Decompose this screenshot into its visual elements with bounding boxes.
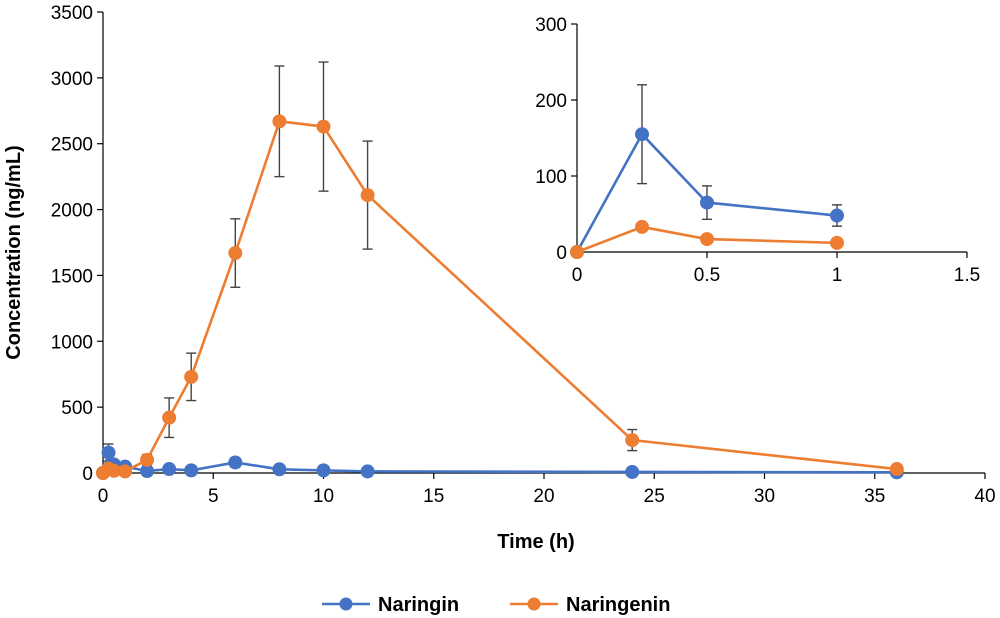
legend-marker-naringenin: [527, 597, 541, 611]
main-x-tick-label: 25: [644, 486, 665, 507]
main-x-tick-label: 30: [754, 486, 775, 507]
main-y-tick-label: 3000: [51, 69, 93, 90]
main-point-naringenin: [625, 433, 640, 448]
main-point-naringenin: [140, 452, 155, 467]
inset-x-tick-label: 0.5: [694, 265, 720, 286]
inset-point-naringin: [700, 195, 714, 210]
main-x-tick-label: 35: [864, 486, 885, 507]
main-series-line-naringenin: [102, 120, 897, 475]
main-y-tick-label: 2500: [51, 135, 93, 156]
main-x-tick-label: 15: [423, 486, 444, 507]
legend-label-naringenin: Naringenin: [566, 594, 670, 616]
main-point-naringin: [228, 455, 243, 470]
main-y-tick-label: 3500: [51, 3, 93, 24]
main-point-naringin: [625, 464, 640, 479]
main-y-tick-label: 2000: [51, 201, 93, 222]
main-point-naringenin: [889, 462, 904, 477]
legend-marker-naringin: [339, 597, 353, 611]
inset-series-line-naringin: [575, 132, 838, 253]
main-y-tick-label: 1500: [51, 266, 93, 287]
main-point-naringin: [272, 462, 287, 477]
main-x-tick-label: 10: [313, 486, 334, 507]
inset-plot: 0 0.5 1 1.5 0 100 200 300: [535, 15, 980, 286]
main-point-naringenin: [316, 119, 331, 134]
inset-y-tick-label: 200: [535, 91, 567, 112]
main-point-naringenin: [272, 114, 287, 129]
main-point-naringin: [101, 445, 116, 460]
x-axis-title: Time (h): [497, 531, 574, 553]
inset-x-tick-label: 1.5: [954, 265, 980, 286]
inset-y-tick-label: 300: [535, 15, 567, 36]
main-point-naringenin: [162, 410, 177, 425]
inset-point-naringenin: [700, 232, 714, 247]
main-point-naringenin: [184, 369, 199, 384]
legend: Naringin Naringenin: [322, 594, 670, 616]
inset-point-naringin: [830, 208, 844, 223]
main-x-tick-label: 5: [208, 486, 219, 507]
inset-x-tick-label: 0: [572, 265, 583, 286]
y-axis-title: Concentration (ng/mL): [3, 145, 25, 359]
main-point-naringin: [316, 463, 331, 478]
main-y-tick-label: 0: [82, 464, 93, 485]
inset-x-tick-label: 1: [832, 265, 843, 286]
main-point-naringin: [162, 462, 177, 477]
main-point-naringenin: [228, 246, 243, 261]
main-y-tick-label: 500: [61, 398, 93, 419]
main-x-tick-label: 0: [98, 486, 109, 507]
main-point-naringenin: [118, 464, 133, 479]
inset-point-naringenin: [830, 235, 844, 250]
legend-label-naringin: Naringin: [378, 594, 459, 616]
inset-point-naringenin: [635, 219, 649, 234]
main-point-naringin: [360, 464, 375, 479]
inset-series-line-naringenin: [576, 225, 838, 254]
main-y-tick-label: 1000: [51, 332, 93, 353]
inset-point-naringin: [635, 127, 649, 142]
main-plot: 0 5 10 15 20 25 30 35 40050010001500200025003000…: [3, 3, 996, 553]
main-x-tick-label: 20: [533, 486, 554, 507]
inset-y-tick-label: 0: [556, 243, 567, 264]
inset-point-naringenin: [570, 245, 584, 259]
main-point-naringenin: [360, 188, 375, 203]
main-point-naringin: [184, 463, 199, 478]
inset-y-tick-label: 100: [535, 167, 567, 188]
main-x-tick-label: 40: [974, 486, 995, 507]
